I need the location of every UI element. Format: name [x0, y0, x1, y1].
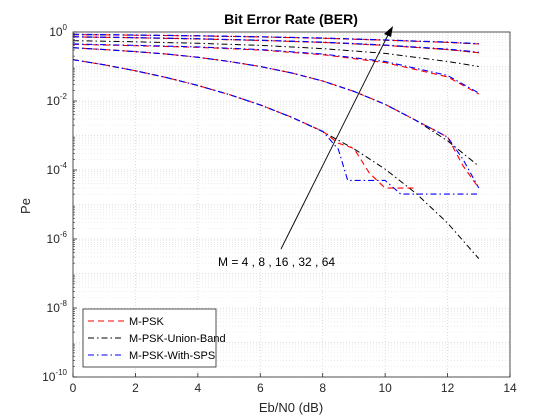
x-tick-label: 10	[378, 381, 392, 395]
y-tick-label: 10-6	[47, 230, 68, 246]
y-tick-label: 10-8	[47, 299, 68, 315]
series-line-sps-m64	[72, 33, 479, 45]
y-tick-base: 10	[42, 370, 56, 384]
series-line-sps-m16	[72, 43, 480, 94]
series-line-sim-m4	[72, 59, 417, 189]
y-tick-exponent: -2	[60, 92, 68, 101]
y-tick-base: 10	[47, 301, 61, 315]
y-tick-base: 10	[49, 25, 63, 39]
x-tick-label: 4	[195, 381, 202, 395]
series-line-union-m16	[72, 40, 479, 67]
y-tick-label: 100	[49, 23, 67, 39]
y-tick-label: 10-10	[42, 368, 67, 384]
y-axis-label: Pe	[18, 198, 33, 214]
y-tick-label: 10-2	[47, 92, 68, 108]
annotation-arrow-line	[280, 32, 390, 250]
x-tick-label: 6	[257, 381, 264, 395]
annotation-text: M = 4 , 8 , 16 , 32 , 64	[218, 255, 335, 269]
x-tick-label: 2	[132, 381, 139, 395]
x-tick-label: 8	[319, 381, 326, 395]
y-tick-base: 10	[47, 94, 61, 108]
y-tick-exponent: -8	[60, 299, 68, 308]
legend-label-1: M-PSK	[129, 316, 165, 328]
series-line-sps-m32	[72, 36, 479, 53]
annotation-arrow-head	[384, 26, 393, 37]
y-tick-base: 10	[47, 232, 61, 246]
annotation: M = 4 , 8 , 16 , 32 , 64	[218, 26, 393, 269]
y-tick-exponent: -10	[55, 368, 67, 377]
legend: M-PSK M-PSK-Union-Band M-PSK-With-SPS	[82, 308, 226, 368]
x-axis-label: Eb/N0 (dB)	[259, 400, 323, 415]
plot-frame	[72, 31, 511, 378]
chart-title: Bit Error Rate (BER)	[224, 11, 358, 27]
y-tick-exponent: 0	[63, 23, 68, 32]
y-tick-exponent: -6	[60, 230, 68, 239]
legend-label-3: M-PSK-With-SPS	[129, 350, 215, 362]
y-tick-exponent: -4	[60, 161, 68, 170]
series-line-sps-m4	[72, 59, 479, 195]
series-lines	[72, 33, 480, 259]
x-tick-label: 0	[70, 381, 77, 395]
y-tick-base: 10	[47, 163, 61, 177]
y-tick-label: 10-4	[47, 161, 68, 177]
x-tick-label: 12	[441, 381, 455, 395]
legend-label-2: M-PSK-Union-Band	[129, 333, 226, 345]
series-line-sps-m8	[72, 47, 480, 189]
x-tick-label: 14	[503, 381, 517, 395]
